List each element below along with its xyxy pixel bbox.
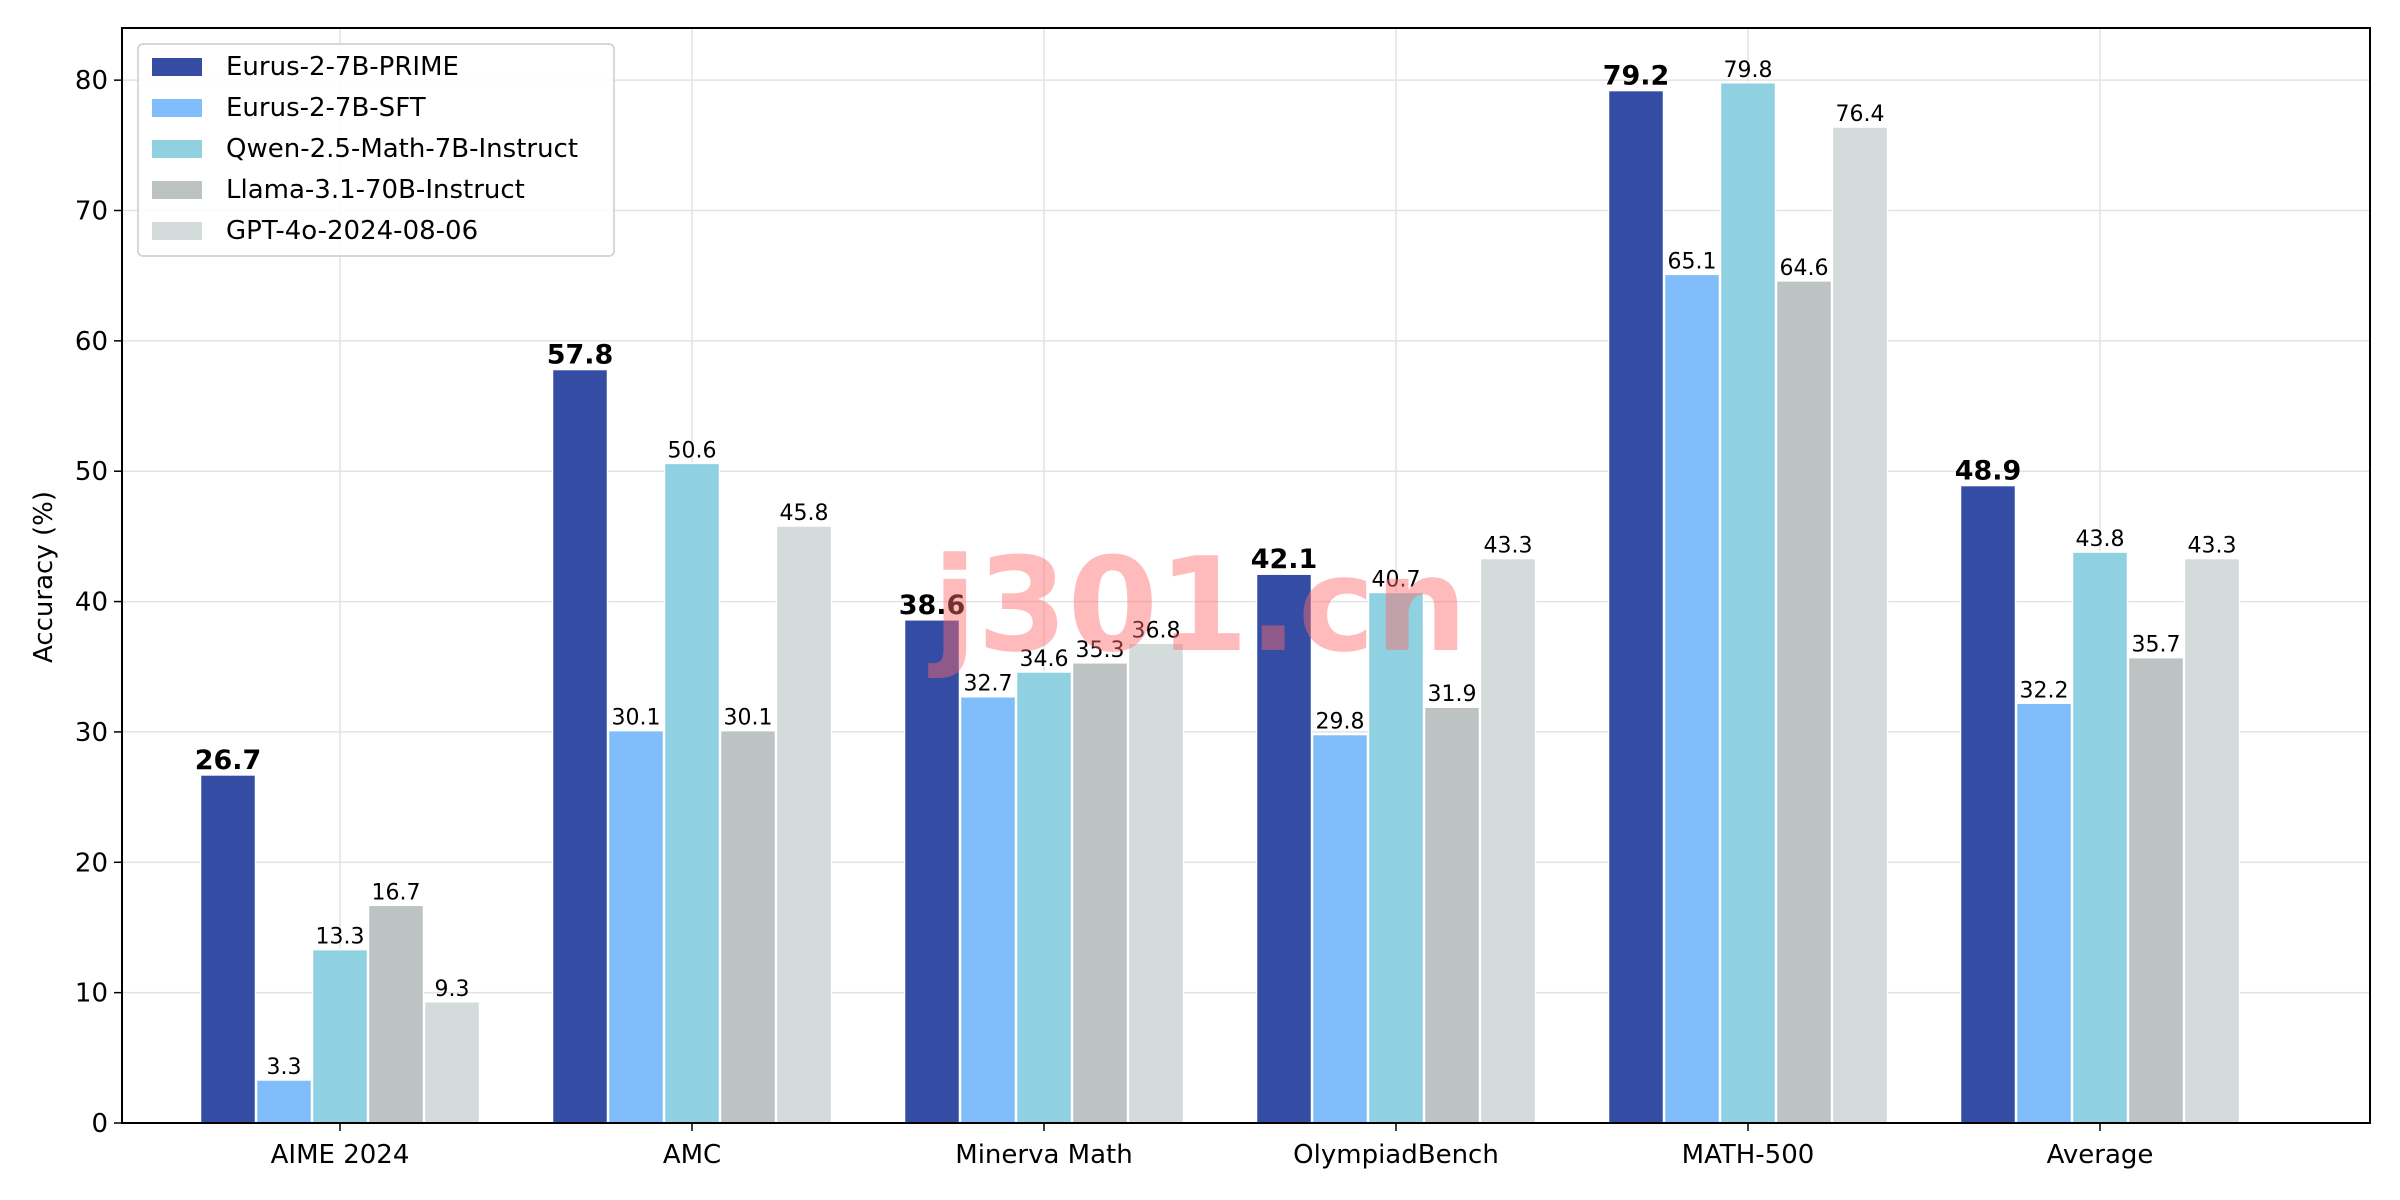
bar [1255,573,1313,1124]
y-tick-label: 30 [75,718,108,748]
bar [2015,702,2073,1124]
bar [367,904,425,1124]
value-label: 26.7 [195,745,262,776]
value-label: 65.1 [1668,249,1717,274]
x-tick-label: MATH-500 [1682,1140,1815,1170]
value-label: 50.6 [668,438,717,463]
value-label: 13.3 [316,925,365,950]
value-label: 32.7 [964,672,1013,697]
value-label: 31.9 [1428,682,1477,707]
bar [2183,557,2241,1124]
bar [255,1079,313,1124]
bar [423,1001,481,1124]
y-tick-label: 70 [75,197,108,227]
bar [199,774,257,1124]
bar [1423,706,1481,1124]
value-label: 35.3 [1076,638,1125,663]
y-tick-label: 0 [91,1109,108,1139]
value-label: 42.1 [1251,544,1318,575]
bar [1831,126,1889,1124]
value-label: 32.2 [2020,678,2069,703]
value-label: 57.8 [547,340,614,371]
y-tick-label: 10 [75,979,108,1009]
legend-label: Qwen-2.5-Math-7B-Instruct [226,134,578,164]
bar [1959,484,2017,1124]
bar [1311,733,1369,1124]
value-label: 76.4 [1836,102,1885,127]
value-label: 3.3 [267,1055,302,1080]
bar [1719,82,1777,1124]
bar [607,729,665,1124]
y-tick-label: 50 [75,457,108,487]
legend-label: Eurus-2-7B-SFT [226,93,426,123]
bar [551,368,609,1124]
bar [1071,662,1129,1124]
value-label: 29.8 [1316,710,1365,735]
y-tick-label: 40 [75,588,108,618]
legend: Eurus-2-7B-PRIME Eurus-2-7B-SFT Qwen-2.5-M… [137,43,615,257]
value-labels-layer: 26.7 57.8 38.6 42.1 79.2 48.9 3.3 30.1 32.7 29.8 6… [195,58,2237,1080]
x-tick-label: AIME 2024 [271,1140,410,1170]
value-label: 9.3 [435,977,470,1002]
value-label: 34.6 [1020,647,1069,672]
value-label: 79.8 [1724,58,1773,83]
legend-swatch [152,99,202,117]
y-tick-label: 60 [75,327,108,357]
bars-layer [199,82,2241,1124]
y-tick-label: 80 [75,66,108,96]
x-tick-label: Average [2047,1140,2154,1170]
value-label: 43.3 [1484,534,1533,559]
legend-swatch [152,140,202,158]
y-axis-title: Accuracy (%) [29,491,59,663]
legend-swatch [152,222,202,240]
legend-label: GPT-4o-2024-08-06 [226,216,478,246]
legend-box [137,43,615,257]
watermark: j301.cn [928,529,1468,681]
x-tick-label: AMC [663,1140,721,1170]
bar [1607,89,1665,1124]
value-label: 79.2 [1603,61,1670,92]
bar [311,948,369,1124]
value-label: 43.3 [2188,534,2237,559]
legend-label: Eurus-2-7B-PRIME [226,52,459,82]
value-label: 64.6 [1780,256,1829,281]
bar [903,619,961,1124]
value-label: 30.1 [612,706,661,731]
value-label: 43.8 [2076,527,2125,552]
bar [2127,656,2185,1124]
bar [663,462,721,1124]
value-label: 40.7 [1372,567,1421,592]
value-label: 45.8 [780,501,829,526]
bar [959,695,1017,1124]
value-label: 38.6 [899,590,966,621]
axes-layer: 0 10 20 30 40 50 60 70 80 AIME 2024 AMC Minerva Mat… [75,27,2371,1170]
bar [2071,551,2129,1124]
bar [775,525,833,1124]
legend-swatch [152,58,202,76]
y-tick-label: 20 [75,848,108,878]
bar [1015,671,1073,1124]
value-label: 36.8 [1132,618,1181,643]
bar [1775,280,1833,1124]
bar [1663,273,1721,1124]
x-tick-label: OlympiadBench [1293,1140,1499,1170]
value-label: 35.7 [2132,633,2181,658]
bar [1479,557,1537,1124]
plot-frame [121,27,2371,1124]
bar [1127,642,1185,1124]
legend-swatch [152,181,202,199]
x-tick-label: Minerva Math [955,1140,1132,1170]
bar [719,729,777,1124]
legend-label: Llama-3.1-70B-Instruct [226,175,525,205]
value-label: 48.9 [1955,456,2022,487]
value-label: 16.7 [372,880,421,905]
value-label: 30.1 [724,706,773,731]
